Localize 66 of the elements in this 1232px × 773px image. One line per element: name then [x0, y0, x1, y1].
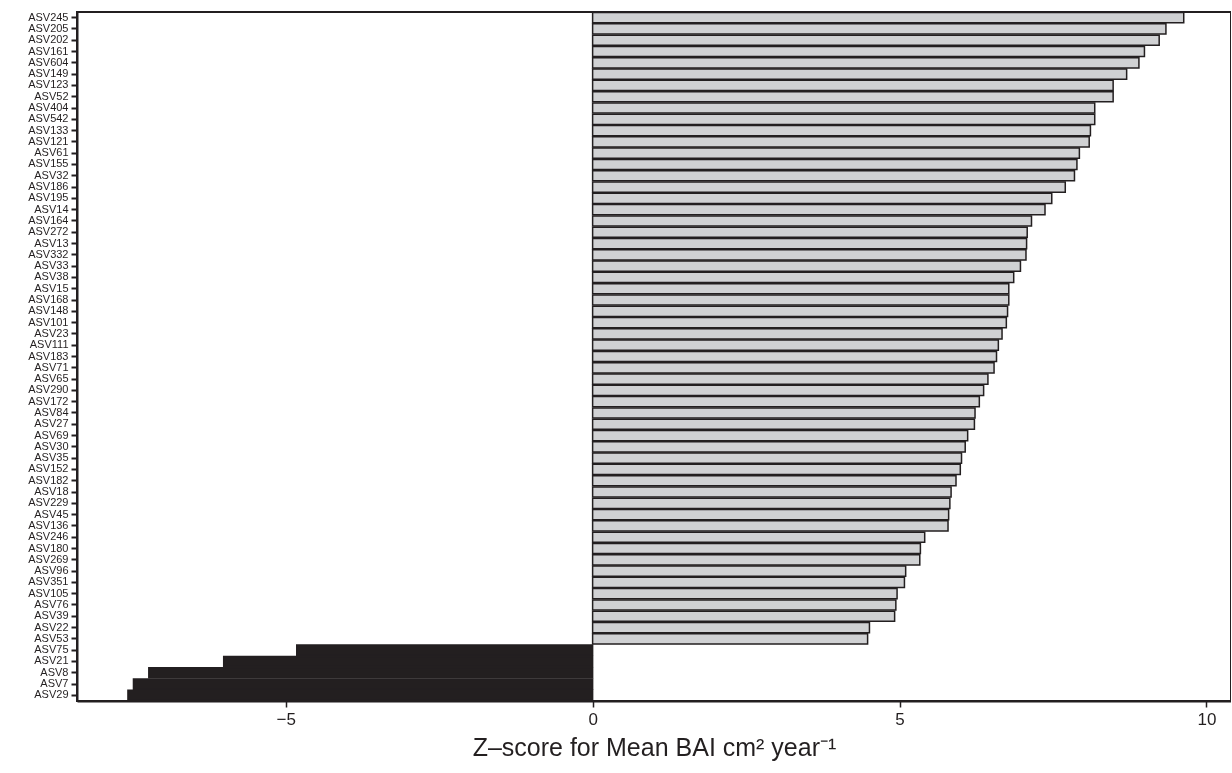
y-tick-label: ASV229 — [28, 496, 69, 509]
y-tick-label: ASV13 — [34, 236, 69, 249]
y-tick-label: ASV52 — [34, 89, 69, 102]
y-tick-label: ASV27 — [34, 417, 69, 430]
y-tick-label: ASV186 — [28, 180, 69, 193]
y-tick-label: ASV121 — [28, 134, 69, 147]
y-tick-label: ASV604 — [28, 55, 69, 68]
y-tick-label: ASV182 — [28, 473, 69, 486]
y-tick-label: ASV71 — [34, 360, 69, 373]
y-tick-label: ASV332 — [28, 247, 69, 260]
y-tick-label: ASV155 — [28, 157, 69, 170]
y-tick-label: ASV39 — [34, 609, 69, 622]
y-tick-label: ASV75 — [34, 643, 69, 656]
y-tick-label: ASV21 — [34, 654, 69, 667]
y-tick-label: ASV18 — [34, 485, 69, 498]
y-tick-label: ASV15 — [34, 281, 69, 294]
y-tick-label: ASV35 — [34, 451, 69, 464]
y-tick-label: ASV290 — [28, 383, 69, 396]
y-tick-label: ASV45 — [34, 507, 69, 520]
y-tick-label: ASV180 — [28, 541, 69, 554]
x-axis-title: Z–score for Mean BAI cm² year⁻¹ — [472, 732, 837, 761]
y-tick-label: ASV101 — [28, 315, 69, 328]
x-tick-label: 10 — [1197, 709, 1217, 729]
y-tick-label: ASV38 — [34, 270, 69, 283]
y-tick-label: ASV164 — [28, 213, 69, 226]
y-tick-label: ASV29 — [34, 688, 69, 701]
y-tick-label: ASV351 — [28, 575, 69, 588]
y-tick-label: ASV205 — [28, 21, 69, 34]
y-tick-label: ASV269 — [28, 552, 69, 565]
y-tick-label: ASV32 — [34, 168, 69, 181]
y-tick-label: ASV8 — [40, 665, 69, 678]
y-tick-label: ASV202 — [28, 33, 69, 46]
y-tick-label: ASV33 — [34, 259, 69, 272]
y-tick-label: ASV136 — [28, 518, 69, 531]
y-tick-label: ASV168 — [28, 293, 69, 306]
y-tick-label: ASV123 — [28, 78, 69, 91]
y-tick-label: ASV152 — [28, 462, 69, 475]
y-tick-label: ASV65 — [34, 372, 69, 385]
y-tick-label: ASV172 — [28, 394, 69, 407]
y-tick-label: ASV96 — [34, 564, 69, 577]
y-tick-label: ASV161 — [28, 44, 69, 57]
y-tick-label: ASV84 — [34, 405, 69, 418]
x-tick-label: −5 — [276, 709, 296, 729]
y-tick-label: ASV246 — [28, 530, 69, 543]
y-tick-label: ASV542 — [28, 112, 69, 125]
y-tick-label: ASV149 — [28, 67, 69, 80]
y-tick-label: ASV111 — [29, 338, 69, 351]
y-tick-label: ASV69 — [34, 428, 69, 441]
y-tick-label: ASV105 — [28, 586, 69, 599]
y-tick-label: ASV195 — [28, 191, 69, 204]
y-tick-label: ASV404 — [28, 101, 69, 114]
y-tick-label: ASV133 — [28, 123, 69, 136]
x-tick-label: 5 — [895, 709, 905, 729]
y-tick-label: ASV272 — [28, 225, 69, 238]
x-tick-label: 0 — [588, 709, 598, 729]
y-tick-label: ASV23 — [34, 326, 69, 339]
y-tick-label: ASV245 — [28, 10, 69, 23]
y-tick-label: ASV76 — [34, 597, 69, 610]
y-tick-label: ASV53 — [34, 631, 69, 644]
y-tick-label: ASV22 — [34, 620, 69, 633]
y-tick-label: ASV30 — [34, 439, 69, 452]
y-tick-label: ASV61 — [34, 146, 69, 159]
y-tick-label: ASV183 — [28, 349, 69, 362]
y-tick-label: ASV148 — [28, 304, 69, 317]
y-tick-label: ASV7 — [40, 677, 69, 690]
y-tick-label: ASV14 — [34, 202, 69, 215]
